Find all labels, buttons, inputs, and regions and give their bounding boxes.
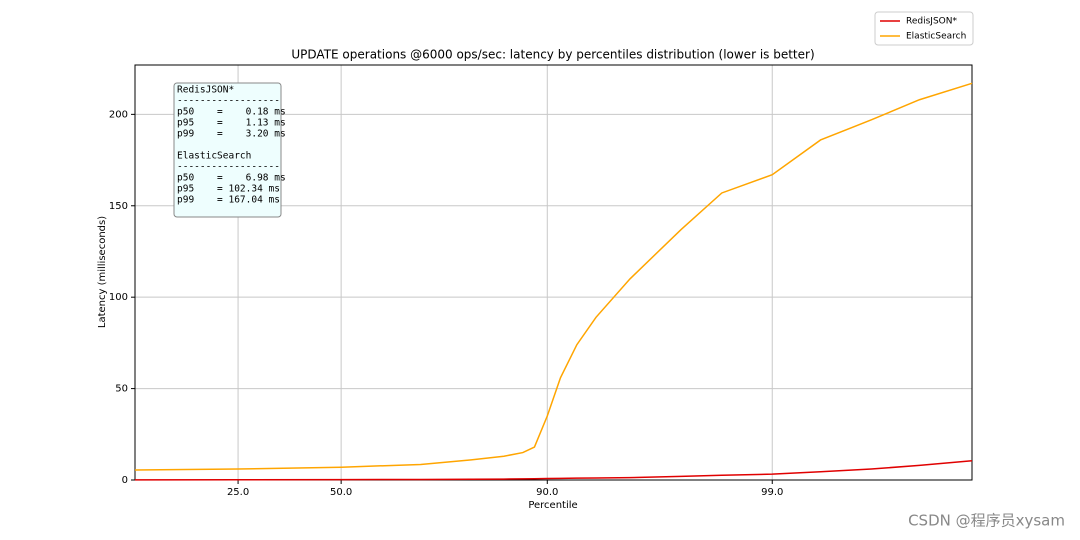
y-tick-label: 150 — [109, 201, 128, 212]
y-axis-label: Latency (milliseconds) — [97, 216, 108, 328]
x-tick-label: 90.0 — [536, 487, 558, 498]
y-tick-label: 50 — [115, 384, 128, 395]
watermark: CSDN @程序员xysam — [908, 512, 1065, 530]
x-tick-label: 50.0 — [330, 487, 352, 498]
annotation-line: ------------------ — [177, 162, 280, 173]
legend-label: ElasticSearch — [906, 32, 966, 42]
x-tick-label: 99.0 — [761, 487, 783, 498]
annotation-line: p95 = 102.34 ms — [177, 184, 280, 195]
x-axis-label: Percentile — [528, 500, 577, 511]
annotation-line: p99 = 167.04 ms — [177, 195, 280, 206]
x-tick-label: 25.0 — [227, 487, 249, 498]
y-tick-label: 200 — [109, 109, 128, 120]
line-series — [134, 82, 973, 471]
line-series — [134, 460, 973, 481]
y-tick-label: 100 — [109, 292, 128, 303]
annotation-line: p50 = 6.98 ms — [177, 173, 286, 184]
annotation-line: p50 = 0.18 ms — [177, 107, 286, 118]
annotation-line: RedisJSON* — [177, 85, 234, 96]
annotation-line: p99 = 3.20 ms — [177, 129, 286, 140]
annotation-line: ElasticSearch — [177, 151, 251, 162]
annotation-line: p95 = 1.13 ms — [177, 118, 286, 129]
annotation-line: ------------------ — [177, 96, 280, 107]
legend-label: RedisJSON* — [906, 17, 957, 27]
y-tick-label: 0 — [122, 475, 128, 486]
chart-title: UPDATE operations @6000 ops/sec: latency… — [291, 48, 814, 62]
annotation-box — [173, 82, 282, 218]
plot-frame — [134, 64, 973, 481]
